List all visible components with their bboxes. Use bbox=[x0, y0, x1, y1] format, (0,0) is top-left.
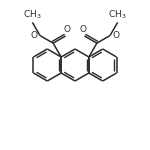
Text: CH$_3$: CH$_3$ bbox=[23, 9, 42, 21]
Text: O: O bbox=[63, 25, 70, 34]
Text: O: O bbox=[112, 31, 119, 40]
Text: O: O bbox=[31, 31, 38, 40]
Text: CH$_3$: CH$_3$ bbox=[108, 9, 127, 21]
Text: O: O bbox=[80, 25, 87, 34]
